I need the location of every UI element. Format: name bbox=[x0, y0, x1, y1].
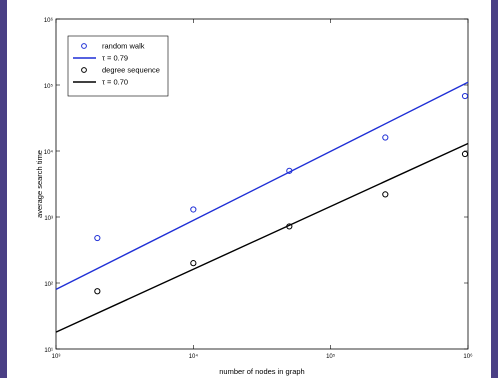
plot-frame bbox=[55, 18, 469, 350]
legend-box bbox=[67, 35, 169, 97]
y-tick-label: 10³ bbox=[44, 216, 53, 222]
legend-label: random walk bbox=[102, 42, 145, 51]
data-point bbox=[190, 206, 197, 213]
y-axis-label: average search time bbox=[35, 150, 44, 218]
data-point bbox=[286, 167, 293, 174]
fit-lines bbox=[55, 81, 469, 333]
x-axis-label: number of nodes in graph bbox=[219, 367, 304, 376]
data-point bbox=[94, 288, 101, 295]
y-tick-label: 10⁶ bbox=[44, 17, 54, 24]
x-tick-label: 10³ bbox=[52, 354, 61, 360]
data-point bbox=[382, 191, 389, 198]
data-point bbox=[286, 223, 293, 230]
fit-line bbox=[55, 81, 469, 291]
legend-marker-swatch bbox=[81, 67, 87, 73]
legend-label: degree sequence bbox=[102, 66, 160, 75]
legend-label: τ = 0.70 bbox=[102, 78, 128, 87]
figure-panel: 10³ 10⁴ 10⁵ 10⁶ 10¹ 10² 10³ 10⁴ 10⁵ 10⁶ number of… bbox=[7, 0, 491, 378]
x-tick-label: 10⁴ bbox=[189, 353, 199, 360]
data-point bbox=[461, 150, 469, 158]
x-tick-label: 10⁵ bbox=[326, 353, 336, 360]
x-tick-label: 10⁶ bbox=[463, 353, 473, 360]
y-tick-label: 10¹ bbox=[44, 348, 53, 354]
ticks: 10³ 10⁴ 10⁵ 10⁶ 10¹ 10² 10³ 10⁴ 10⁵ 10⁶ bbox=[44, 17, 473, 360]
data-point bbox=[94, 234, 101, 242]
data-point bbox=[190, 260, 197, 267]
y-tick-label: 10² bbox=[44, 282, 53, 288]
data-point bbox=[461, 92, 469, 100]
legend: random walk τ = 0.79 degree sequence τ = 0.… bbox=[67, 35, 169, 97]
legend-marker-swatch bbox=[81, 43, 87, 49]
fit-line bbox=[55, 142, 469, 333]
chart: 10³ 10⁴ 10⁵ 10⁶ 10¹ 10² 10³ 10⁴ 10⁵ 10⁶ number of… bbox=[35, 17, 473, 376]
y-tick-label: 10⁵ bbox=[44, 83, 54, 90]
y-tick-label: 10⁴ bbox=[44, 149, 54, 156]
legend-label: τ = 0.79 bbox=[102, 54, 128, 63]
data-points bbox=[94, 92, 469, 295]
data-point bbox=[382, 134, 389, 141]
